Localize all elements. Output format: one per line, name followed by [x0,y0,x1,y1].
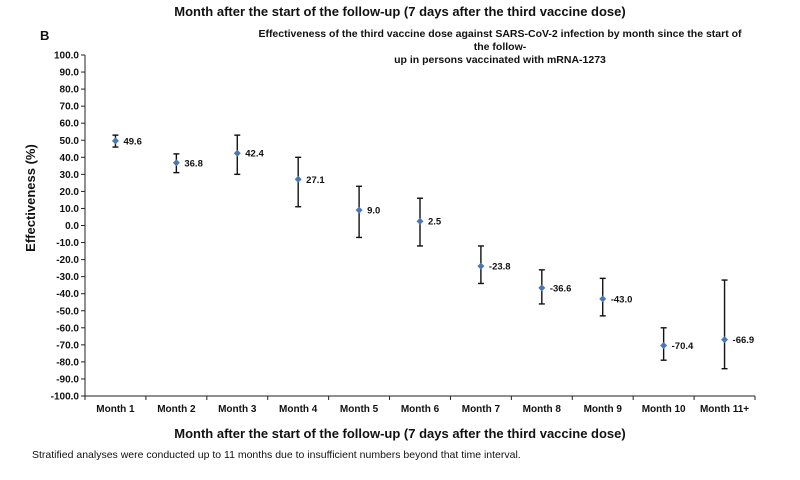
panel-letter: B [40,28,50,43]
x-tick-label: Month 1 [96,404,135,415]
data-point [538,284,546,292]
x-tick-label: Month 9 [584,404,623,415]
y-tick-label: -80.0 [56,357,79,368]
data-point [477,262,485,270]
y-tick-label: 30.0 [60,170,80,181]
data-label: 49.6 [123,136,142,147]
y-tick-label: 40.0 [60,153,80,164]
data-point [294,175,302,183]
data-label: -66.9 [733,335,755,346]
y-tick-label: 80.0 [60,85,80,96]
data-label: 2.5 [428,217,442,228]
y-tick-label: -70.0 [56,340,79,351]
y-tick-label: 90.0 [60,68,80,79]
y-tick-label: -60.0 [56,323,79,334]
data-label: -36.6 [550,283,572,294]
y-tick-label: -40.0 [56,289,79,300]
data-point [233,149,241,157]
chart-title-line-1: Effectiveness of the third vaccine dose … [258,28,742,53]
y-tick-label: -10.0 [56,238,79,249]
y-tick-label: 20.0 [60,187,80,198]
data-point [416,217,424,225]
y-tick-label: -20.0 [56,255,79,266]
x-tick-label: Month 6 [401,404,440,415]
footnote: Stratified analyses were conducted up to… [32,449,521,461]
y-axis-label: Effectiveness (%) [23,144,38,252]
x-tick-label: Month 5 [340,404,379,415]
y-tick-label: 70.0 [60,102,80,113]
x-axis-label: Month after the start of the follow-up (… [174,426,626,441]
y-tick-label: 100.0 [54,51,79,62]
y-tick-label: -90.0 [56,374,79,385]
chart-title-line-2: up in persons vaccinated with mRNA-1273 [394,54,606,66]
data-point [355,206,363,214]
data-label: 9.0 [367,206,380,217]
data-label: -43.0 [611,294,633,305]
y-tick-label: -100.0 [51,392,80,403]
y-tick-label: 60.0 [60,119,80,130]
y-tick-label: 0.0 [65,221,79,232]
x-tick-label: Month 3 [218,404,257,415]
data-label: 27.1 [306,175,325,186]
x-tick-label: Month 4 [279,404,318,415]
x-tick-label: Month 7 [462,404,501,415]
data-point [660,342,668,350]
data-label: 42.4 [245,149,264,160]
y-tick-label: -50.0 [56,306,79,317]
chart-title: Effectiveness of the third vaccine dose … [250,28,750,67]
data-label: 36.8 [184,158,203,169]
x-tick-label: Month 2 [157,404,196,415]
data-point [111,137,119,145]
y-tick-label: 10.0 [60,204,80,215]
x-tick-label: Month 10 [642,404,686,415]
data-point [172,159,180,167]
data-label: -23.8 [489,262,511,273]
y-tick-label: 50.0 [60,136,80,147]
data-point [599,295,607,303]
y-tick-label: -30.0 [56,272,79,283]
top-heading: Month after the start of the follow-up (… [174,4,626,19]
x-tick-label: Month 11+ [700,404,749,415]
data-label: -70.4 [672,341,694,352]
data-point [721,336,729,344]
x-tick-label: Month 8 [523,404,562,415]
